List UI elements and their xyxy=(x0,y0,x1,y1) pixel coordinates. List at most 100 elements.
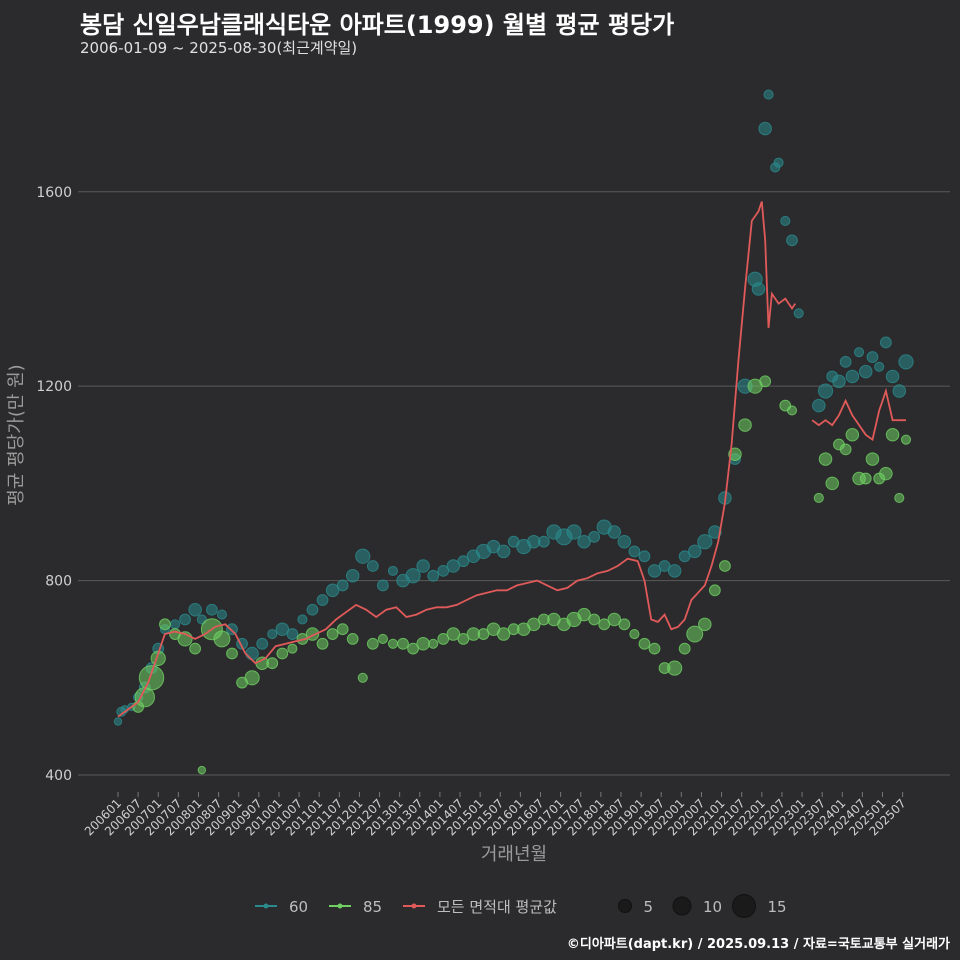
point-s60 xyxy=(577,534,591,549)
point-s85 xyxy=(638,637,651,650)
point-s85 xyxy=(138,665,165,691)
point-s60 xyxy=(839,355,852,368)
point-s60 xyxy=(866,351,879,363)
point-s85 xyxy=(719,560,731,572)
point-s85 xyxy=(577,607,591,622)
point-s85 xyxy=(825,476,839,491)
legend-label-s85: 85 xyxy=(363,898,382,916)
y-tick-label: 400 xyxy=(45,768,72,784)
point-s60 xyxy=(647,564,662,578)
point-s60 xyxy=(793,308,804,319)
point-s85 xyxy=(879,466,893,481)
point-s60 xyxy=(226,623,238,636)
point-s60 xyxy=(446,559,461,573)
point-s85 xyxy=(189,642,202,655)
point-s60 xyxy=(773,157,784,168)
point-s60 xyxy=(325,583,340,598)
y-tick-label: 1600 xyxy=(36,185,72,201)
point-s60 xyxy=(169,619,181,630)
point-s60 xyxy=(859,364,873,379)
legend-size-label: 5 xyxy=(644,898,654,916)
point-s85 xyxy=(708,584,721,597)
point-s85 xyxy=(667,660,683,676)
point-s60 xyxy=(316,594,329,606)
point-s60 xyxy=(245,646,259,661)
point-s85 xyxy=(377,633,388,644)
point-s60 xyxy=(817,383,834,399)
point-s85 xyxy=(588,613,601,626)
point-s85 xyxy=(357,672,368,683)
point-s60 xyxy=(275,622,290,636)
point-s60 xyxy=(751,282,766,296)
x-axis-label: 거래년월 xyxy=(481,844,547,865)
point-s85 xyxy=(316,637,329,650)
legend-size-circle xyxy=(672,896,692,916)
avg-line xyxy=(117,201,797,718)
point-s60 xyxy=(366,560,379,572)
grid-lines xyxy=(78,191,950,776)
point-s60 xyxy=(628,545,641,558)
y-axis-label: 평균 평당가(만 원) xyxy=(6,364,27,505)
point-s60 xyxy=(566,524,582,540)
point-s85 xyxy=(527,617,541,632)
point-s60 xyxy=(306,603,319,616)
point-s85 xyxy=(900,434,912,445)
point-s60 xyxy=(377,579,389,592)
point-s60 xyxy=(812,398,826,413)
series-s60 xyxy=(113,89,914,726)
point-s85 xyxy=(894,492,905,504)
point-s85 xyxy=(818,452,833,466)
legend-dot-avg xyxy=(411,903,417,909)
point-s60 xyxy=(607,525,622,539)
point-s85 xyxy=(416,637,430,651)
point-s85 xyxy=(629,628,640,640)
point-s85 xyxy=(728,447,742,461)
series-avg xyxy=(117,201,906,718)
point-s85 xyxy=(287,643,298,654)
series-s85 xyxy=(132,375,912,775)
point-s60 xyxy=(854,347,865,358)
point-s85 xyxy=(496,627,511,641)
point-s60 xyxy=(336,579,349,592)
legend-dot-s85 xyxy=(337,903,343,909)
point-s60 xyxy=(216,609,227,620)
point-s85 xyxy=(738,418,752,432)
point-s85 xyxy=(839,443,852,456)
source-caption: ©디아파트(dapt.kr) / 2025.09.13 / 자료=국토교통부 실… xyxy=(566,937,950,952)
point-s60 xyxy=(763,89,774,100)
point-s60 xyxy=(786,234,798,247)
point-s85 xyxy=(607,612,622,627)
point-s60 xyxy=(188,602,202,617)
point-s60 xyxy=(758,121,772,136)
point-s60 xyxy=(832,374,846,389)
point-s85 xyxy=(213,630,231,648)
legend-size-label: 10 xyxy=(703,898,722,916)
point-s85 xyxy=(885,428,900,442)
legend-size-circle xyxy=(732,894,756,918)
point-s60 xyxy=(874,361,885,372)
point-s60 xyxy=(205,603,218,616)
y-tick-label: 800 xyxy=(45,574,72,590)
point-s85 xyxy=(387,638,399,649)
point-s85 xyxy=(397,637,409,650)
point-s85 xyxy=(698,617,712,632)
legend-size-circle xyxy=(618,899,632,913)
legend-size-label: 15 xyxy=(768,898,787,916)
point-s60 xyxy=(780,215,791,226)
point-s60 xyxy=(286,628,299,640)
point-s85 xyxy=(648,642,661,655)
point-s85 xyxy=(813,492,824,504)
legend-dot-s60 xyxy=(263,903,269,909)
point-s60 xyxy=(405,568,421,584)
y-axis-ticks: 400 800 1200 1600 xyxy=(36,185,72,784)
point-s85 xyxy=(446,627,461,641)
point-s60 xyxy=(898,354,914,370)
point-s85 xyxy=(336,623,349,636)
point-s60 xyxy=(297,614,308,625)
x-axis-ticks: 2006012006072007012007072008012008072009… xyxy=(82,792,909,839)
point-s60 xyxy=(427,569,440,582)
page-subtitle: 2006-01-09 ~ 2025-08-30(최근계약일) xyxy=(80,39,358,57)
y-tick-label: 1200 xyxy=(36,379,72,395)
point-s60 xyxy=(879,336,892,349)
